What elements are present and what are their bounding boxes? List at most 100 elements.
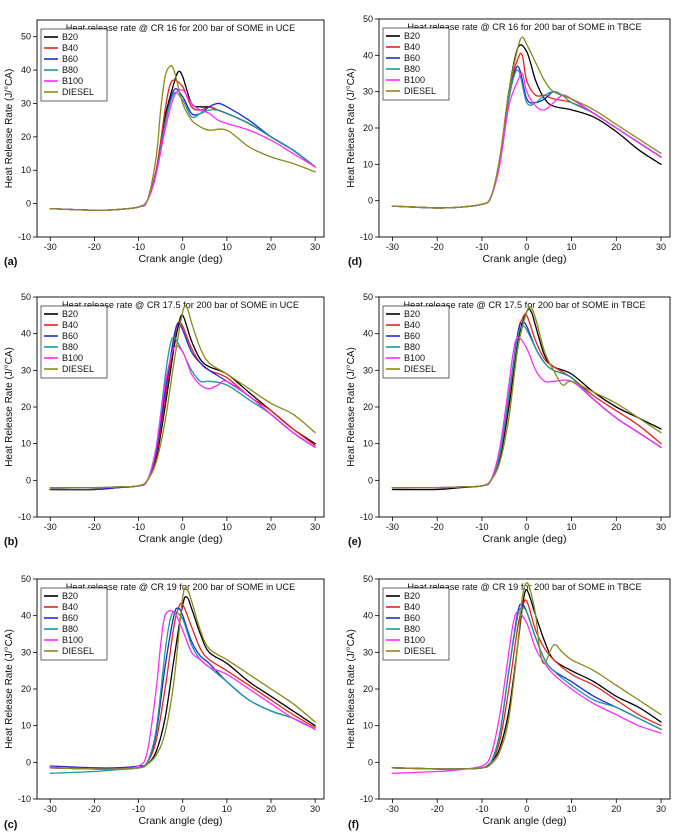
x-tick-label: -30 [44, 804, 57, 814]
legend-entry: DIESEL [404, 364, 436, 374]
legend-entry: B100 [62, 635, 83, 645]
x-tick-label: -20 [431, 804, 444, 814]
legend-entry: B20 [404, 309, 420, 319]
legend-entry: B20 [404, 591, 420, 601]
series-line-b100 [391, 611, 662, 774]
y-axis-label: Heat Release Rate (J/°CA) [346, 68, 357, 188]
chart-panel-2: -30 -20 -10 0 10 20 30 -10 0 10 20 30 40 50 Heat relea… [4, 292, 325, 548]
y-tick-label: 30 [21, 365, 31, 375]
x-axis-label: Crank angle (deg) [482, 533, 566, 545]
x-tick-label: 20 [611, 242, 621, 252]
y-tick-label: 50 [21, 574, 31, 584]
y-tick-label: 50 [363, 292, 373, 302]
legend-entry: DIESEL [404, 646, 436, 656]
y-tick-label: 50 [363, 14, 373, 24]
x-axis-label: Crank angle (deg) [138, 815, 222, 827]
series-line-diesel [391, 306, 662, 489]
x-tick-label: 10 [222, 804, 232, 814]
y-axis-label: Heat Release Rate (J/°CA) [4, 629, 15, 749]
x-tick-label: -10 [132, 242, 145, 252]
x-tick-label: 0 [180, 242, 185, 252]
legend-entry: B20 [62, 309, 78, 319]
series-line-diesel [391, 582, 662, 770]
y-tick-label: 20 [21, 132, 31, 142]
x-tick-label: 30 [310, 522, 320, 532]
chart-panel-1: -30 -20 -10 0 10 20 30 -10 0 10 20 30 40 50 Heat relea… [346, 14, 671, 268]
x-tick-label: -10 [132, 804, 145, 814]
y-tick-label: 30 [363, 87, 373, 97]
x-tick-label: -30 [44, 522, 57, 532]
x-tick-label: -30 [44, 242, 57, 252]
legend-box [382, 305, 450, 379]
legend-entry: B40 [62, 43, 78, 53]
legend-entry: B20 [62, 32, 78, 42]
x-tick-label: 20 [611, 522, 621, 532]
legend-entry: B40 [404, 42, 420, 52]
y-tick-label: -10 [18, 794, 31, 804]
y-tick-label: 30 [21, 647, 31, 657]
x-tick-label: 10 [222, 522, 232, 532]
legend-entry: B80 [62, 342, 78, 352]
y-tick-label: 20 [363, 684, 373, 694]
x-tick-label: 20 [611, 804, 621, 814]
legend-entry: DIESEL [404, 86, 436, 96]
y-tick-label: 20 [363, 402, 373, 412]
x-tick-label: 0 [524, 804, 529, 814]
legend-entry: DIESEL [62, 364, 94, 374]
x-tick-label: 10 [566, 242, 576, 252]
panel-label: (d) [348, 256, 362, 268]
y-tick-label: 10 [363, 439, 373, 449]
x-tick-label: 0 [524, 242, 529, 252]
y-tick-label: 20 [363, 123, 373, 133]
x-tick-label: -20 [431, 242, 444, 252]
legend-box [40, 305, 108, 379]
legend-box [382, 587, 450, 661]
panel-label: (c) [4, 819, 18, 831]
legend-entry: B20 [404, 31, 420, 41]
legend-entry: B20 [62, 591, 78, 601]
y-tick-label: -10 [18, 232, 31, 242]
y-tick-label: 10 [363, 159, 373, 169]
legend-entry: B40 [62, 320, 78, 330]
y-axis-label: Heat Release Rate (J/°CA) [346, 347, 357, 467]
legend-entry: B80 [62, 624, 78, 634]
legend-box [40, 28, 108, 102]
x-tick-label: 20 [266, 804, 276, 814]
y-tick-label: 40 [363, 50, 373, 60]
legend-entry: B100 [62, 76, 83, 86]
y-tick-label: 40 [363, 329, 373, 339]
chart-title: Heat release rate @ CR 16 for 200 bar of… [66, 23, 295, 33]
legend-entry: B80 [404, 64, 420, 74]
series-line-b100 [49, 609, 316, 770]
y-tick-label: 0 [368, 475, 373, 485]
y-tick-label: 40 [21, 329, 31, 339]
legend-entry: B80 [404, 342, 420, 352]
y-tick-label: 10 [21, 721, 31, 731]
series-line-diesel [391, 36, 662, 209]
legend-entry: B60 [62, 54, 78, 64]
y-tick-label: 0 [368, 196, 373, 206]
y-tick-label: 40 [363, 611, 373, 621]
legend-entry: B100 [404, 635, 425, 645]
x-tick-label: 20 [266, 242, 276, 252]
y-tick-label: 0 [26, 199, 31, 209]
x-tick-label: -20 [88, 522, 101, 532]
legend-entry: B100 [404, 75, 425, 85]
y-tick-label: 20 [21, 402, 31, 412]
x-tick-label: 30 [656, 242, 666, 252]
x-tick-label: -20 [431, 522, 444, 532]
series-line-b60 [49, 88, 316, 211]
y-tick-label: 10 [21, 439, 31, 449]
legend-entry: DIESEL [62, 87, 94, 97]
x-tick-label: -10 [475, 804, 488, 814]
x-tick-label: -30 [386, 522, 399, 532]
x-axis-label: Crank angle (deg) [138, 253, 222, 265]
y-tick-label: 40 [21, 611, 31, 621]
legend-entry: B60 [404, 53, 420, 63]
legend-entry: B40 [404, 602, 420, 612]
chart-panel-3: -30 -20 -10 0 10 20 30 -10 0 10 20 30 40 50 Heat relea… [346, 292, 671, 548]
y-tick-label: -10 [18, 512, 31, 522]
panel-label: (b) [4, 536, 18, 548]
x-tick-label: 30 [310, 804, 320, 814]
